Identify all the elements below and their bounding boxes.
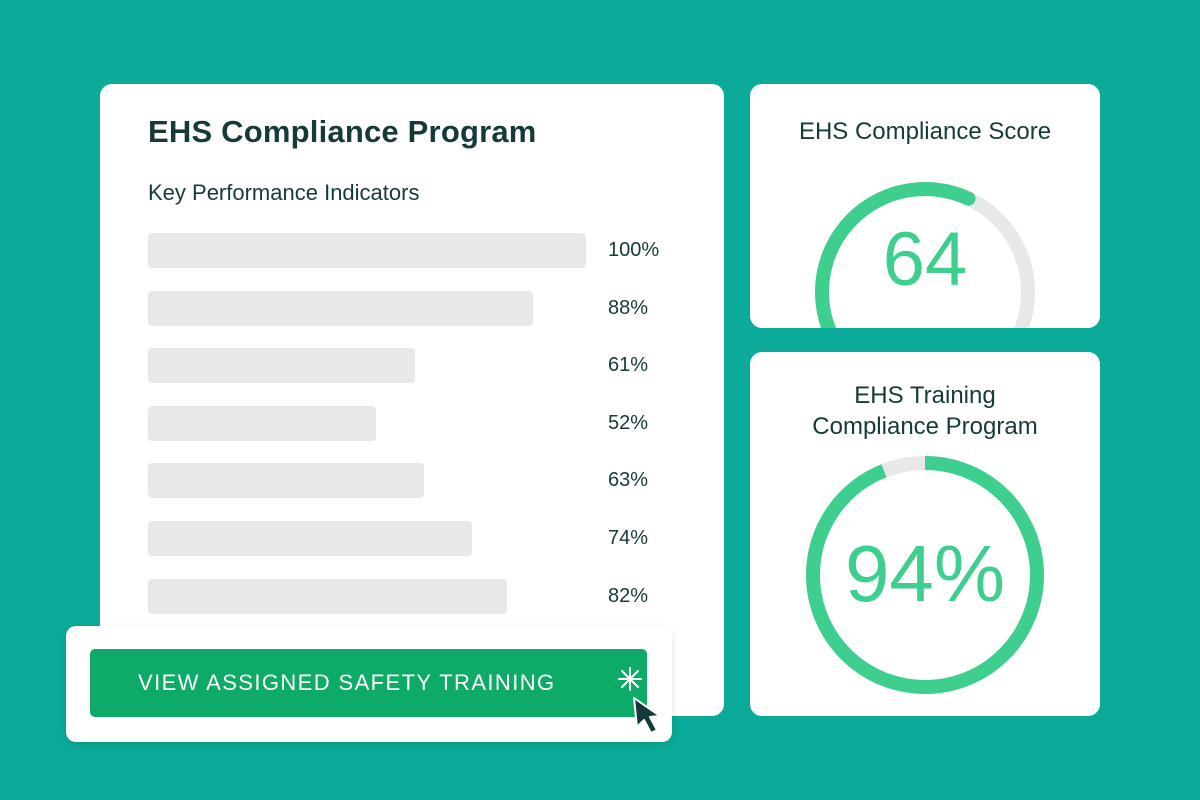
kpi-list: 100% 88% 61% 52% 63% 74% 82% xyxy=(148,233,708,636)
kpi-row: 82% xyxy=(148,578,708,614)
kpi-row: 88% xyxy=(148,290,708,326)
kpi-row: 100% xyxy=(148,233,708,268)
kpi-value: 63% xyxy=(608,469,649,492)
kpi-value: 74% xyxy=(608,526,649,549)
kpi-bar xyxy=(148,463,424,499)
kpi-row: 52% xyxy=(148,405,708,441)
kpi-subtitle: Key Performance Indicators xyxy=(148,180,420,205)
cta-card: VIEW ASSIGNED SAFETY TRAINING xyxy=(66,626,672,742)
kpi-value: 82% xyxy=(608,584,649,607)
kpi-value: 88% xyxy=(608,296,649,319)
view-assigned-safety-training-button[interactable]: VIEW ASSIGNED SAFETY TRAINING xyxy=(90,649,647,717)
training-compliance-value: 94% xyxy=(844,529,1006,618)
kpi-row: 63% xyxy=(148,463,708,499)
kpi-row: 74% xyxy=(148,520,708,556)
kpi-bar xyxy=(148,405,376,441)
compliance-score-gauge xyxy=(815,182,1035,328)
compliance-score-value: 64 xyxy=(882,217,968,302)
kpi-row: 61% xyxy=(148,348,708,384)
kpi-bar xyxy=(148,290,534,326)
kpi-title: EHS Compliance Program xyxy=(148,114,537,149)
pointer-cursor-icon xyxy=(618,667,661,734)
gauge-fill xyxy=(815,182,976,328)
kpi-bar xyxy=(148,348,416,384)
training-compliance-title: EHS Training Compliance Program xyxy=(750,380,1100,442)
kpi-value: 61% xyxy=(608,354,649,377)
ring-fill xyxy=(806,456,1044,694)
kpi-bar xyxy=(148,233,586,268)
kpi-value: 52% xyxy=(608,411,649,434)
kpi-bar xyxy=(148,520,473,556)
kpi-value: 100% xyxy=(608,239,660,261)
compliance-score-card: EHS Compliance Score 64 xyxy=(750,84,1100,328)
training-compliance-card: EHS Training Compliance Program 94% xyxy=(750,352,1100,716)
kpi-card: EHS Compliance Program Key Performance I… xyxy=(100,84,724,716)
training-title-line-2: Compliance Program xyxy=(812,413,1038,440)
compliance-score-title: EHS Compliance Score xyxy=(798,118,1052,145)
kpi-bar xyxy=(148,578,508,614)
training-title-line-1: EHS Training xyxy=(854,382,996,409)
training-compliance-ring xyxy=(806,456,1044,694)
